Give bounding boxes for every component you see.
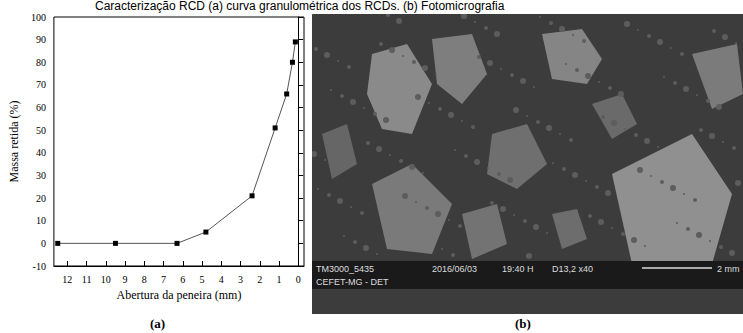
svg-text:-10: -10 — [33, 261, 46, 272]
svg-text:11: 11 — [82, 274, 92, 285]
svg-text:D13,2 x40: D13,2 x40 — [552, 264, 593, 274]
svg-text:0: 0 — [296, 274, 301, 285]
svg-text:40: 40 — [36, 147, 46, 158]
svg-text:19:40 H: 19:40 H — [502, 264, 534, 274]
svg-text:8: 8 — [142, 274, 147, 285]
svg-text:90: 90 — [36, 34, 46, 45]
svg-text:Massa retida (%): Massa retida (%) — [7, 101, 21, 183]
svg-text:30: 30 — [36, 170, 46, 181]
svg-text:1: 1 — [276, 274, 281, 285]
svg-text:2016/06/03: 2016/06/03 — [432, 264, 477, 274]
svg-text:20: 20 — [36, 193, 46, 204]
svg-text:4: 4 — [219, 274, 224, 285]
svg-text:2 mm: 2 mm — [717, 264, 740, 274]
svg-text:3: 3 — [238, 274, 243, 285]
svg-text:TM3000_5435: TM3000_5435 — [316, 264, 374, 274]
svg-text:50: 50 — [36, 125, 46, 136]
svg-text:10: 10 — [36, 215, 46, 226]
svg-text:0: 0 — [41, 238, 46, 249]
svg-text:70: 70 — [36, 79, 46, 90]
svg-text:9: 9 — [123, 274, 128, 285]
svg-text:5: 5 — [200, 274, 205, 285]
svg-text:10: 10 — [101, 274, 111, 285]
svg-text:100: 100 — [31, 12, 46, 23]
svg-text:Abertura da peneira (mm): Abertura da peneira (mm) — [116, 288, 241, 302]
html-text:(b): (b) — [515, 316, 531, 331]
svg-text:60: 60 — [36, 102, 46, 113]
svg-text:6: 6 — [180, 274, 185, 285]
svg-text:7: 7 — [161, 274, 166, 285]
svg-text:2: 2 — [257, 274, 262, 285]
svg-text:12: 12 — [62, 274, 72, 285]
svg-text:CEFET-MG - DET: CEFET-MG - DET — [316, 277, 389, 287]
svg-text:80: 80 — [36, 57, 46, 68]
html-text:Caracterização RCD (a) curva g: Caracterização RCD (a) curva granulométr… — [95, 0, 505, 13]
html-text:(a): (a) — [150, 316, 166, 331]
